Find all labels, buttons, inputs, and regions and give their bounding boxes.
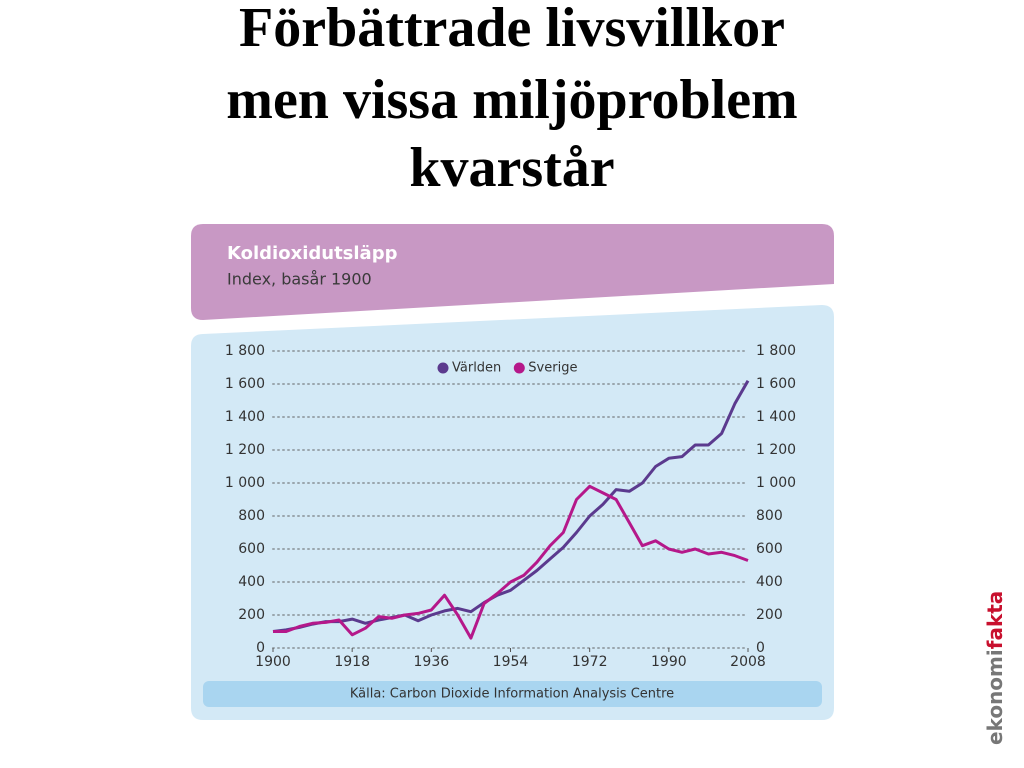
- legend-label: Världen: [452, 361, 501, 376]
- y-tick-label-right: 800: [756, 508, 783, 524]
- slide-title-line: men vissa miljöproblem: [226, 69, 797, 131]
- y-tick-label: 400: [238, 574, 265, 590]
- slide-title-line: Förbättrade livsvillkor: [239, 0, 785, 59]
- logo-part: fakta: [983, 591, 1007, 650]
- y-tick-label: 1 400: [225, 409, 265, 425]
- legend-label: Sverige: [528, 361, 577, 376]
- source: Källa: Carbon Dioxide Information Analys…: [350, 687, 674, 702]
- y-tick-label: 1 800: [225, 343, 265, 359]
- y-tick-label-right: 600: [756, 541, 783, 557]
- series-line: [272, 379, 750, 633]
- logo-text: ekonomifakta: [983, 591, 1007, 745]
- chart-subtitle: Index, basår 1900: [227, 270, 372, 289]
- header-panel: [191, 224, 834, 320]
- logo-part: ekonomi: [983, 649, 1007, 745]
- y-tick-label-right: 1 400: [756, 409, 796, 425]
- legend-marker: [437, 362, 449, 374]
- series-line: [273, 484, 749, 640]
- x-tick-label: 2008: [730, 654, 766, 670]
- y-tick-label: 1 600: [225, 376, 265, 392]
- y-tick-label: 0: [256, 640, 265, 656]
- y-tick-label-right: 200: [756, 607, 783, 623]
- plot: 0 0 200 200 400 400 600 600 800 800 1 000 1 000 1 20…: [225, 343, 796, 670]
- y-tick-label: 1 000: [225, 475, 265, 491]
- y-tick-label-right: 1 200: [756, 442, 796, 458]
- y-tick-label: 200: [238, 607, 265, 623]
- chart-title: Koldioxidutsläpp: [227, 243, 398, 264]
- x-tick-label: 1918: [334, 654, 370, 670]
- y-tick-label-right: 0: [756, 640, 765, 656]
- y-tick-label: 800: [238, 508, 265, 524]
- y-tick-label-right: 400: [756, 574, 783, 590]
- x-tick-label: 1954: [493, 654, 529, 670]
- logo: ekonomifakta: [983, 591, 1007, 745]
- y-tick-label-right: 1 600: [756, 376, 796, 392]
- x-tick-label: 1972: [572, 654, 608, 670]
- source-bar: [203, 681, 822, 707]
- slide-title-line: kvarstår: [409, 137, 614, 199]
- y-tick-label: 600: [238, 541, 265, 557]
- x-tick-label: 1990: [651, 654, 687, 670]
- chart-panel: [191, 305, 834, 720]
- y-tick-label: 1 200: [225, 442, 265, 458]
- x-tick-label: 1900: [255, 654, 291, 670]
- legend-marker: [513, 362, 525, 374]
- y-tick-label-right: 1 000: [756, 475, 796, 491]
- x-tick-label: 1936: [414, 654, 450, 670]
- y-tick-label-right: 1 800: [756, 343, 796, 359]
